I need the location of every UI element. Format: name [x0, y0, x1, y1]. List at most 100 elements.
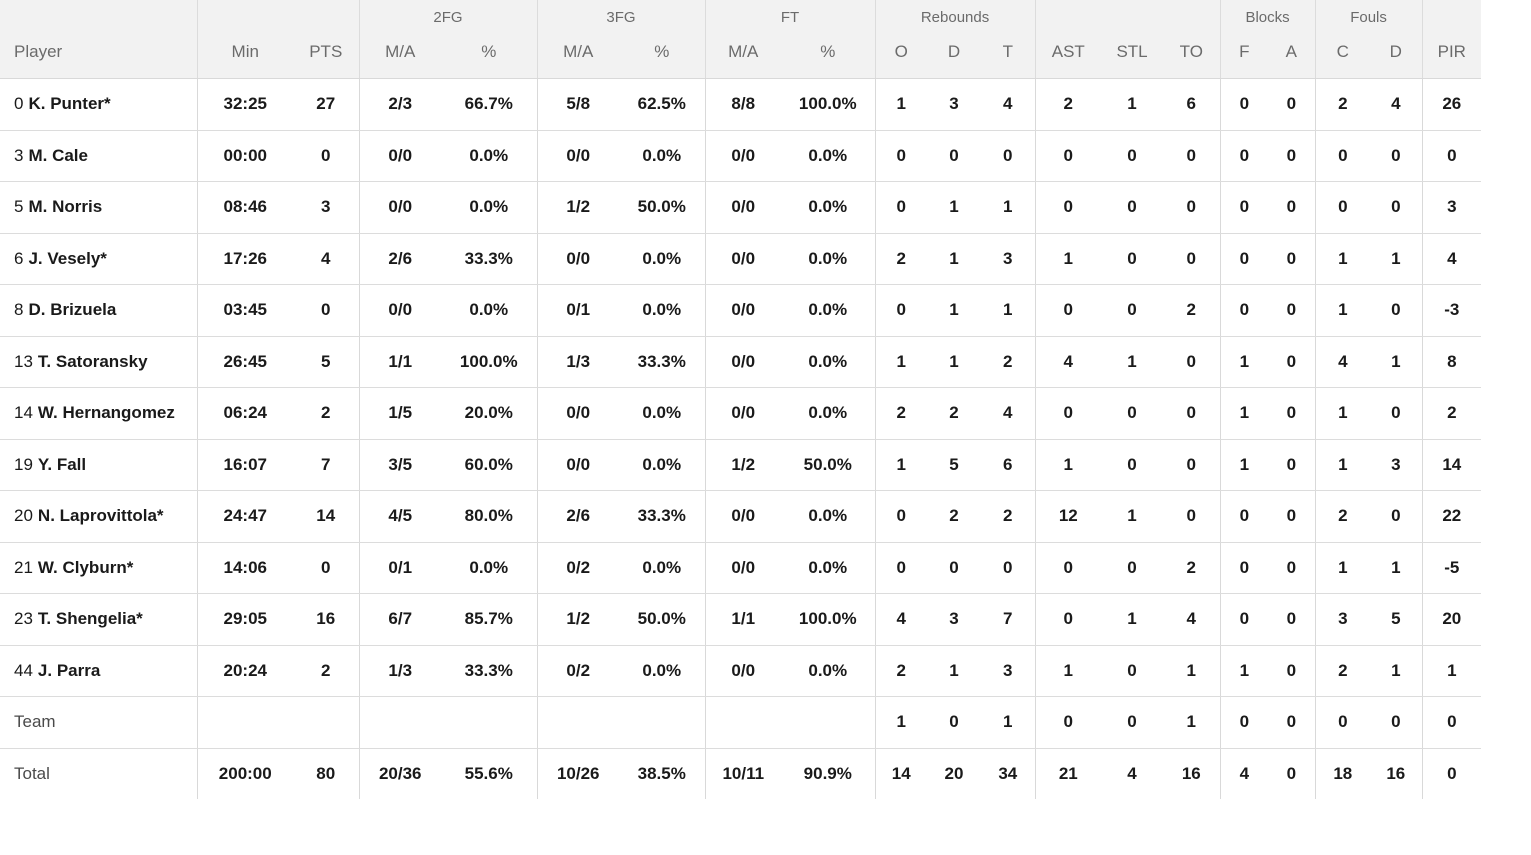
- stat-reb-d: 3: [927, 593, 982, 646]
- stat-foul-c: 1: [1314, 284, 1371, 337]
- stat-pir: 2: [1421, 387, 1482, 440]
- stat-fg3-ma: 0/0: [536, 233, 619, 285]
- player-cell[interactable]: 13 T. Satoransky: [0, 336, 197, 388]
- column-header-ast[interactable]: AST: [1034, 26, 1102, 79]
- player-name[interactable]: J. Parra: [37, 660, 101, 680]
- stat-reb-o: 4: [874, 593, 928, 646]
- player-row[interactable]: 5 M. Norris 08:46 3 0/0 0.0% 1/2 50.0% 0/0 0.0% 0 1…: [0, 181, 1482, 234]
- player-cell[interactable]: 8 D. Brizuela: [0, 284, 197, 337]
- player-name[interactable]: Y. Fall: [37, 454, 87, 474]
- column-header-ft-ma[interactable]: M/A: [704, 26, 781, 79]
- column-header-reb-d[interactable]: D: [927, 26, 982, 79]
- stat-reb-d: 0: [927, 542, 982, 594]
- player-row[interactable]: 8 D. Brizuela 03:45 0 0/0 0.0% 0/1 0.0% 0/0 0.0% 0…: [0, 284, 1482, 337]
- player-cell[interactable]: 21 W. Clyburn*: [0, 542, 197, 594]
- player-row[interactable]: 0 K. Punter* 32:25 27 2/3 66.7% 5/8 62.5% 8/8 100…: [0, 78, 1482, 131]
- stat-ft-pct: 0.0%: [781, 336, 876, 388]
- player-name[interactable]: W. Hernangomez: [37, 403, 175, 423]
- stat-pts: 0: [293, 130, 359, 182]
- player-cell[interactable]: 23 T. Shengelia*: [0, 593, 197, 646]
- stat-fg3-ma: 2/6: [536, 490, 619, 543]
- stat-fg3-pct: 50.0%: [619, 593, 705, 646]
- stat-ft-ma: 1/1: [704, 593, 781, 646]
- player-number: 44: [14, 660, 33, 680]
- player-cell[interactable]: 0 K. Punter*: [0, 78, 197, 131]
- column-header-foul-d[interactable]: D: [1370, 26, 1423, 79]
- stat-min: 08:46: [196, 181, 293, 234]
- column-header-blk-a[interactable]: A: [1268, 26, 1316, 79]
- player-row[interactable]: 13 T. Satoransky 26:45 5 1/1 100.0% 1/3 33.3% 0/…: [0, 336, 1482, 388]
- column-header-3fg-ma[interactable]: M/A: [536, 26, 619, 79]
- stat-fg2-ma: 3/5: [358, 439, 441, 491]
- stat-foul-d: 0: [1370, 181, 1423, 234]
- column-header-3fg-pct[interactable]: %: [619, 26, 705, 79]
- column-header-ft-pct[interactable]: %: [781, 26, 876, 79]
- stat-min: 26:45: [196, 336, 293, 388]
- player-name[interactable]: K. Punter*: [28, 94, 111, 114]
- player-cell[interactable]: 44 J. Parra: [0, 645, 197, 697]
- stat-to: 1: [1163, 645, 1221, 697]
- stat-pir: 4: [1421, 233, 1482, 285]
- player-name[interactable]: J. Vesely*: [28, 248, 107, 268]
- stat-reb-t: 3: [981, 645, 1036, 697]
- column-header-2fg-ma[interactable]: M/A: [358, 26, 441, 79]
- player-row[interactable]: 19 Y. Fall 16:07 7 3/5 60.0% 0/0 0.0% 1/2 50.0% 1 5…: [0, 439, 1482, 491]
- column-header-player[interactable]: Player: [0, 26, 197, 79]
- stat-pts: 4: [293, 233, 359, 285]
- stat-pir: 3: [1421, 181, 1482, 234]
- stat-ft-pct: 90.9%: [803, 763, 852, 783]
- stat-pir: 26: [1421, 78, 1482, 131]
- stat-foul-d: 5: [1370, 593, 1423, 646]
- stat-to: 1: [1163, 696, 1221, 749]
- player-name[interactable]: D. Brizuela: [28, 300, 117, 320]
- group-header-empty: [1421, 0, 1482, 26]
- player-cell[interactable]: 5 M. Norris: [0, 181, 197, 234]
- stat-fg2-pct: 20.0%: [441, 387, 537, 440]
- stat-ast: 2: [1034, 78, 1102, 131]
- stat-fg3-ma: 1/2: [536, 593, 619, 646]
- column-header-reb-o[interactable]: O: [874, 26, 928, 79]
- stat-foul-d: 1: [1370, 336, 1423, 388]
- stat-foul-c: 2: [1314, 78, 1371, 131]
- player-cell[interactable]: 6 J. Vesely*: [0, 233, 197, 285]
- player-row[interactable]: 21 W. Clyburn* 14:06 0 0/1 0.0% 0/2 0.0% 0/0 0.0%…: [0, 542, 1482, 594]
- player-name[interactable]: M. Cale: [28, 145, 88, 165]
- column-header-reb-t[interactable]: T: [981, 26, 1036, 79]
- column-header-foul-c[interactable]: C: [1314, 26, 1371, 79]
- group-header-3fg: 3FG: [536, 0, 705, 26]
- player-name[interactable]: M. Norris: [28, 197, 103, 217]
- column-header-stl[interactable]: STL: [1101, 26, 1164, 79]
- box-score-body: 0 K. Punter* 32:25 27 2/3 66.7% 5/8 62.5% 8/8 100…: [0, 78, 1482, 799]
- stat-reb-d: 1: [927, 181, 982, 234]
- stat-pts: 80: [316, 763, 336, 783]
- player-cell[interactable]: 20 N. Laprovittola*: [0, 490, 197, 543]
- stat-ast: 4: [1034, 336, 1102, 388]
- player-row[interactable]: 44 J. Parra 20:24 2 1/3 33.3% 0/2 0.0% 0/0 0.0% 2 1…: [0, 645, 1482, 697]
- player-cell[interactable]: 19 Y. Fall: [0, 439, 197, 491]
- column-header-pir[interactable]: PIR: [1421, 26, 1482, 79]
- stat-pir: 8: [1421, 336, 1482, 388]
- player-cell[interactable]: 14 W. Hernangomez: [0, 387, 197, 440]
- stat-blk-a: 0: [1268, 593, 1316, 646]
- player-name[interactable]: W. Clyburn*: [37, 557, 134, 577]
- stat-stl: 0: [1101, 284, 1164, 337]
- player-name[interactable]: T. Satoransky: [37, 351, 148, 371]
- player-name[interactable]: N. Laprovittola*: [37, 506, 164, 526]
- stat-reb-t: 4: [981, 387, 1036, 440]
- column-header-min[interactable]: Min: [196, 26, 293, 79]
- player-row[interactable]: 14 W. Hernangomez 06:24 2 1/5 20.0% 0/0 0.0% 0/0…: [0, 387, 1482, 440]
- column-header-to[interactable]: TO: [1163, 26, 1221, 79]
- player-row[interactable]: 23 T. Shengelia* 29:05 16 6/7 85.7% 1/2 50.0% 1/…: [0, 593, 1482, 646]
- stat-ft-ma: 8/8: [704, 78, 781, 131]
- column-header-pts[interactable]: PTS: [293, 26, 359, 79]
- column-header-blk-f[interactable]: F: [1219, 26, 1269, 79]
- player-row[interactable]: 6 J. Vesely* 17:26 4 2/6 33.3% 0/0 0.0% 0/0 0.0% 2…: [0, 233, 1482, 285]
- player-row[interactable]: 3 M. Cale 00:00 0 0/0 0.0% 0/0 0.0% 0/0 0.0% 0 0 0 0 0…: [0, 130, 1482, 182]
- stat-pts: 7: [293, 439, 359, 491]
- player-name[interactable]: T. Shengelia*: [37, 609, 143, 629]
- player-row[interactable]: 20 N. Laprovittola* 24:47 14 4/5 80.0% 2/6 33.3…: [0, 490, 1482, 543]
- column-header-2fg-pct[interactable]: %: [441, 26, 537, 79]
- player-cell[interactable]: 3 M. Cale: [0, 130, 197, 182]
- stat-min: 29:05: [196, 593, 293, 646]
- stat-to: 0: [1163, 336, 1221, 388]
